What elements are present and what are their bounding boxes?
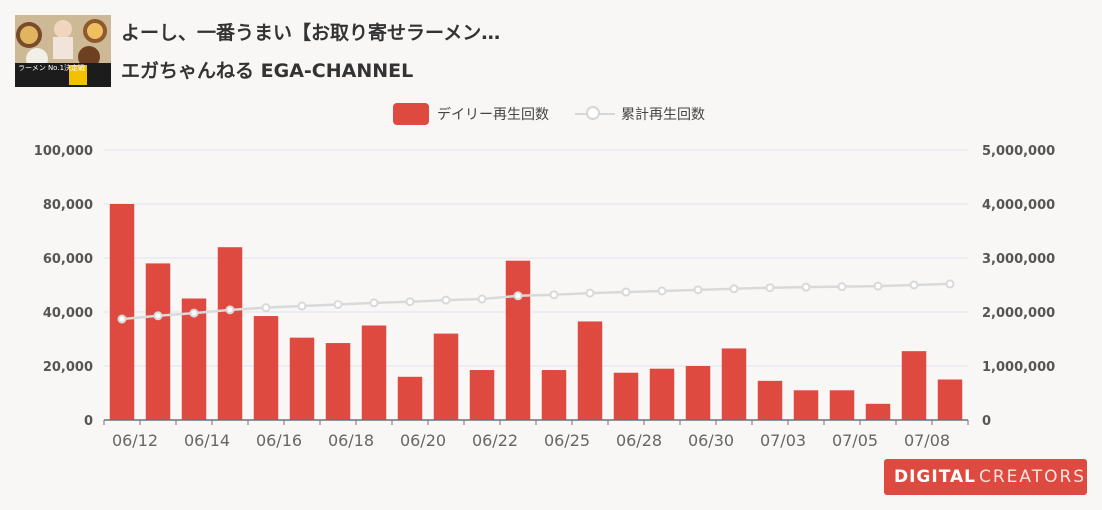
- y-left-tick-label: 60,000: [43, 252, 93, 267]
- cumulative-views-point: [729, 284, 739, 294]
- daily-views-bar: [505, 260, 531, 420]
- daily-views-bar: [721, 348, 747, 420]
- digital-creators-logo: DIGITAL CREATORS: [884, 459, 1087, 495]
- y-right-tick-label: 2,000,000: [982, 306, 1055, 321]
- daily-views-bar: [361, 325, 387, 420]
- cumulative-views-point: [261, 303, 271, 313]
- chart-legend: デイリー再生回数 累計再生回数: [0, 100, 1102, 128]
- daily-views-bar: [865, 403, 891, 420]
- daily-views-bar: [397, 376, 423, 420]
- daily-views-bar: [901, 351, 927, 420]
- legend-item-daily[interactable]: デイリー再生回数: [393, 102, 549, 126]
- video-thumbnail[interactable]: ラーメン No.1決定戦: [15, 15, 111, 87]
- cumulative-views-point: [225, 305, 235, 315]
- y-right-tick-label: 0: [982, 414, 991, 429]
- channel-name[interactable]: エガちゃんねる EGA-CHANNEL: [121, 60, 414, 82]
- legend-item-cumulative[interactable]: 累計再生回数: [575, 102, 705, 126]
- daily-views-bar: [757, 380, 783, 420]
- x-tick-label: 07/08: [904, 431, 950, 450]
- y-right-tick-label: 3,000,000: [982, 252, 1055, 267]
- cumulative-views-point: [765, 283, 775, 293]
- x-tick-label: 06/28: [616, 431, 662, 450]
- y-right-tick-label: 1,000,000: [982, 360, 1055, 375]
- daily-views-bar: [829, 390, 855, 420]
- y-right-tick-label: 4,000,000: [982, 198, 1055, 213]
- legend-label-cumulative: 累計再生回数: [621, 107, 705, 123]
- legend-line-swatch: [575, 104, 615, 124]
- cumulative-views-point: [549, 290, 559, 300]
- daily-views-bar: [577, 321, 603, 420]
- y-left-tick-label: 40,000: [43, 306, 93, 321]
- thumbnail-caption: ラーメン No.1決定戦: [18, 63, 85, 72]
- cumulative-views-point: [189, 308, 199, 318]
- cumulative-views-point: [909, 280, 919, 290]
- y-right-tick-label: 5,000,000: [982, 144, 1055, 159]
- y-left-tick-label: 20,000: [43, 360, 93, 375]
- cumulative-views-point: [657, 286, 667, 296]
- daily-views-bar: [937, 379, 963, 420]
- cumulative-views-point: [333, 299, 343, 309]
- legend-bar-swatch: [393, 103, 429, 125]
- legend-label-daily: デイリー再生回数: [437, 107, 549, 123]
- cumulative-views-point: [369, 298, 379, 308]
- cumulative-views-point: [477, 294, 487, 304]
- daily-views-bar: [613, 372, 639, 420]
- video-title[interactable]: よーし、一番うまい【お取り寄せラーメン…: [121, 22, 501, 44]
- daily-views-bar: [685, 366, 711, 420]
- y-left-tick-label: 0: [84, 414, 93, 429]
- x-tick-label: 07/05: [832, 431, 878, 450]
- x-tick-label: 07/03: [760, 431, 806, 450]
- daily-views-bar: [289, 337, 315, 420]
- y-left-tick-label: 100,000: [34, 144, 93, 159]
- thumbnail-image: ラーメン No.1決定戦: [15, 15, 111, 87]
- cumulative-views-point: [837, 282, 847, 292]
- daily-views-bar: [433, 333, 459, 420]
- cumulative-views-point: [153, 311, 163, 321]
- logo-text-light: CREATORS: [978, 467, 1087, 487]
- x-tick-label: 06/14: [184, 431, 230, 450]
- daily-views-bar: [541, 370, 567, 420]
- x-tick-label: 06/20: [400, 431, 446, 450]
- logo-text-bold: DIGITAL: [894, 467, 976, 487]
- cumulative-views-point: [513, 291, 523, 301]
- x-tick-label: 06/30: [688, 431, 734, 450]
- y-left-tick-label: 80,000: [43, 198, 93, 213]
- daily-views-bar: [109, 204, 135, 420]
- daily-views-bar: [253, 316, 279, 420]
- daily-views-bar: [793, 390, 819, 420]
- daily-views-bar: [217, 247, 243, 420]
- cumulative-views-point: [297, 301, 307, 311]
- cumulative-views-point: [873, 281, 883, 291]
- cumulative-views-point: [585, 288, 595, 298]
- daily-views-bar: [325, 343, 351, 420]
- daily-views-bar: [469, 370, 495, 420]
- cumulative-views-point: [801, 282, 811, 292]
- daily-views-bar: [181, 298, 207, 420]
- cumulative-views-point: [693, 285, 703, 295]
- x-tick-label: 06/22: [472, 431, 518, 450]
- cumulative-views-point: [441, 295, 451, 305]
- cumulative-views-point: [621, 287, 631, 297]
- x-tick-label: 06/12: [112, 431, 158, 450]
- x-tick-label: 06/25: [544, 431, 590, 450]
- cumulative-views-point: [945, 279, 955, 289]
- x-tick-label: 06/18: [328, 431, 374, 450]
- daily-views-bar: [145, 263, 171, 420]
- cumulative-views-point: [405, 297, 415, 307]
- cumulative-views-line: [121, 282, 951, 321]
- x-tick-label: 06/16: [256, 431, 302, 450]
- daily-views-bar: [649, 368, 675, 420]
- cumulative-views-point: [117, 314, 127, 324]
